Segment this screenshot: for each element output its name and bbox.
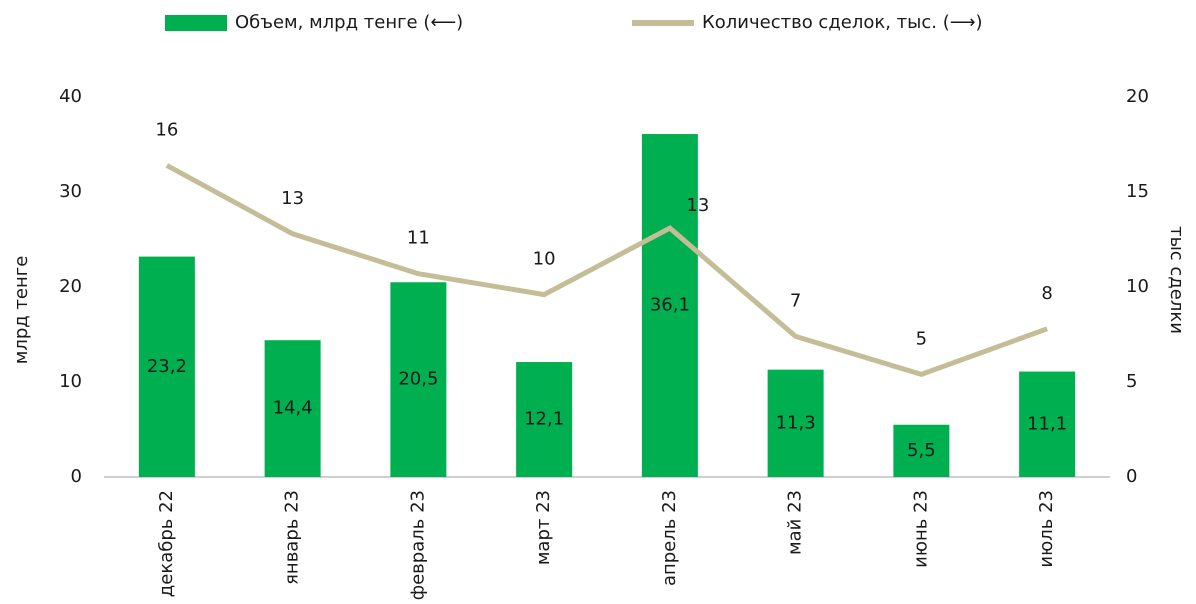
bar <box>264 340 321 477</box>
x-tick-label: июль 23 <box>1036 490 1057 568</box>
x-tick-label: январь 23 <box>282 490 303 585</box>
y2-tick-label: 15 <box>1126 181 1149 202</box>
legend-swatch <box>165 15 227 31</box>
line-value-label: 16 <box>155 119 178 140</box>
y-tick-label: 0 <box>71 466 82 487</box>
y2-tick-label: 20 <box>1126 86 1149 107</box>
bar-value-label: 20,5 <box>398 369 438 390</box>
bar-value-label: 12,1 <box>524 409 564 430</box>
line <box>165 163 1048 378</box>
bar <box>767 369 824 477</box>
y-tick-label: 40 <box>59 86 82 107</box>
x-tick-label: декабрь 22 <box>156 490 177 597</box>
line-value-label: 8 <box>1041 283 1052 304</box>
y2-axis-label: тыс сделки <box>1166 226 1187 334</box>
y2-tick-label: 5 <box>1126 371 1137 392</box>
bar <box>138 256 195 477</box>
line-value-label: 13 <box>686 195 709 216</box>
bar-value-label: 11,3 <box>776 412 816 433</box>
y-tick-label: 20 <box>59 276 82 297</box>
legend-label: Объем, млрд тенге (⟵) <box>235 12 463 33</box>
bar-value-label: 36,1 <box>650 295 690 316</box>
bar-value-label: 5,5 <box>907 440 936 461</box>
legend-label: Количество сделок, тыс. (⟶) <box>702 12 983 33</box>
x-tick-label: февраль 23 <box>407 490 428 600</box>
bar-value-label: 23,2 <box>147 356 187 377</box>
line-value-label: 13 <box>281 188 304 209</box>
bar <box>390 282 447 477</box>
line-value-label: 5 <box>916 328 927 349</box>
line-value-label: 7 <box>790 290 801 311</box>
bar-value-label: 11,1 <box>1027 413 1067 434</box>
bar-value-label: 14,4 <box>273 398 313 419</box>
bar <box>893 424 950 477</box>
y-tick-label: 10 <box>59 371 82 392</box>
y-axis-label: млрд тенге <box>11 256 32 365</box>
y2-tick-label: 10 <box>1126 276 1149 297</box>
x-tick-label: май 23 <box>785 490 806 555</box>
y2-tick-label: 0 <box>1126 466 1137 487</box>
bar <box>516 362 573 477</box>
bar <box>641 134 698 478</box>
line-value-label: 10 <box>533 249 556 270</box>
bar <box>1019 371 1076 477</box>
x-tick-label: март 23 <box>533 490 554 565</box>
x-tick-label: июнь 23 <box>910 490 931 568</box>
x-tick-label: апрель 23 <box>659 490 680 586</box>
line-value-label: 11 <box>407 228 430 249</box>
y-tick-label: 30 <box>59 181 82 202</box>
